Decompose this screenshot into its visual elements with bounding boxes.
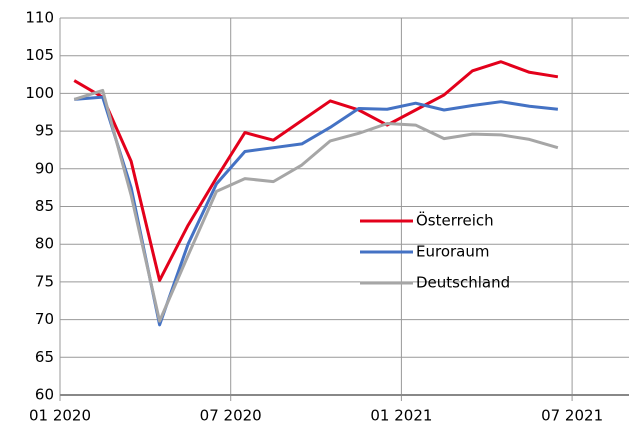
y-tick-label: 100 — [25, 84, 54, 102]
y-tick-label: 80 — [35, 235, 54, 253]
y-tick-label: 110 — [25, 9, 54, 27]
legend-label: Österreich — [416, 211, 494, 230]
line-series — [73, 88, 559, 323]
y-tick-label: 105 — [25, 46, 54, 64]
y-tick-label: 60 — [35, 386, 54, 404]
y-tick-label: 75 — [35, 272, 54, 290]
line-series — [73, 60, 559, 282]
y-tick-label: 90 — [35, 159, 54, 177]
x-tick-label: 01 2021 — [370, 407, 432, 425]
y-tick-label: 70 — [35, 310, 54, 328]
x-tick-label: 07 2020 — [200, 407, 262, 425]
legend-label: Euroraum — [416, 243, 489, 261]
y-tick-label: 65 — [35, 348, 54, 366]
x-tick-label: 07 2021 — [541, 407, 603, 425]
legend-label: Deutschland — [416, 274, 510, 292]
x-tick-label: 01 2020 — [29, 407, 91, 425]
y-tick-label: 95 — [35, 122, 54, 140]
y-tick-label: 85 — [35, 197, 54, 215]
